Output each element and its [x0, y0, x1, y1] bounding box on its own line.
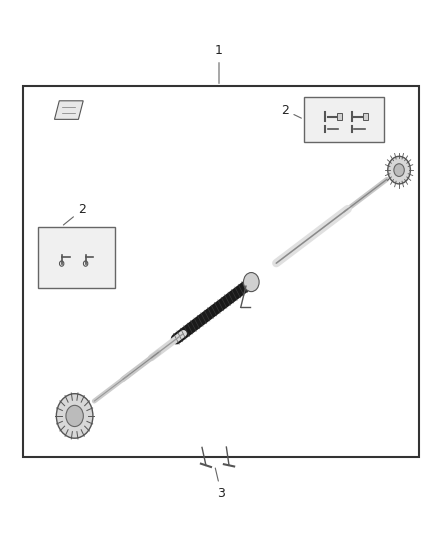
Text: 2: 2: [64, 203, 86, 225]
Bar: [23, 86, 419, 457]
Bar: [337, 113, 342, 120]
Circle shape: [57, 394, 93, 438]
Circle shape: [394, 164, 404, 176]
Circle shape: [388, 156, 410, 184]
Text: 1: 1: [215, 44, 223, 84]
Bar: [363, 113, 367, 120]
Circle shape: [66, 405, 83, 426]
Bar: [39, 227, 115, 288]
Circle shape: [244, 272, 259, 292]
Bar: [304, 97, 385, 142]
Text: 3: 3: [215, 468, 225, 499]
Text: 2: 2: [281, 103, 301, 118]
Polygon shape: [54, 101, 83, 119]
